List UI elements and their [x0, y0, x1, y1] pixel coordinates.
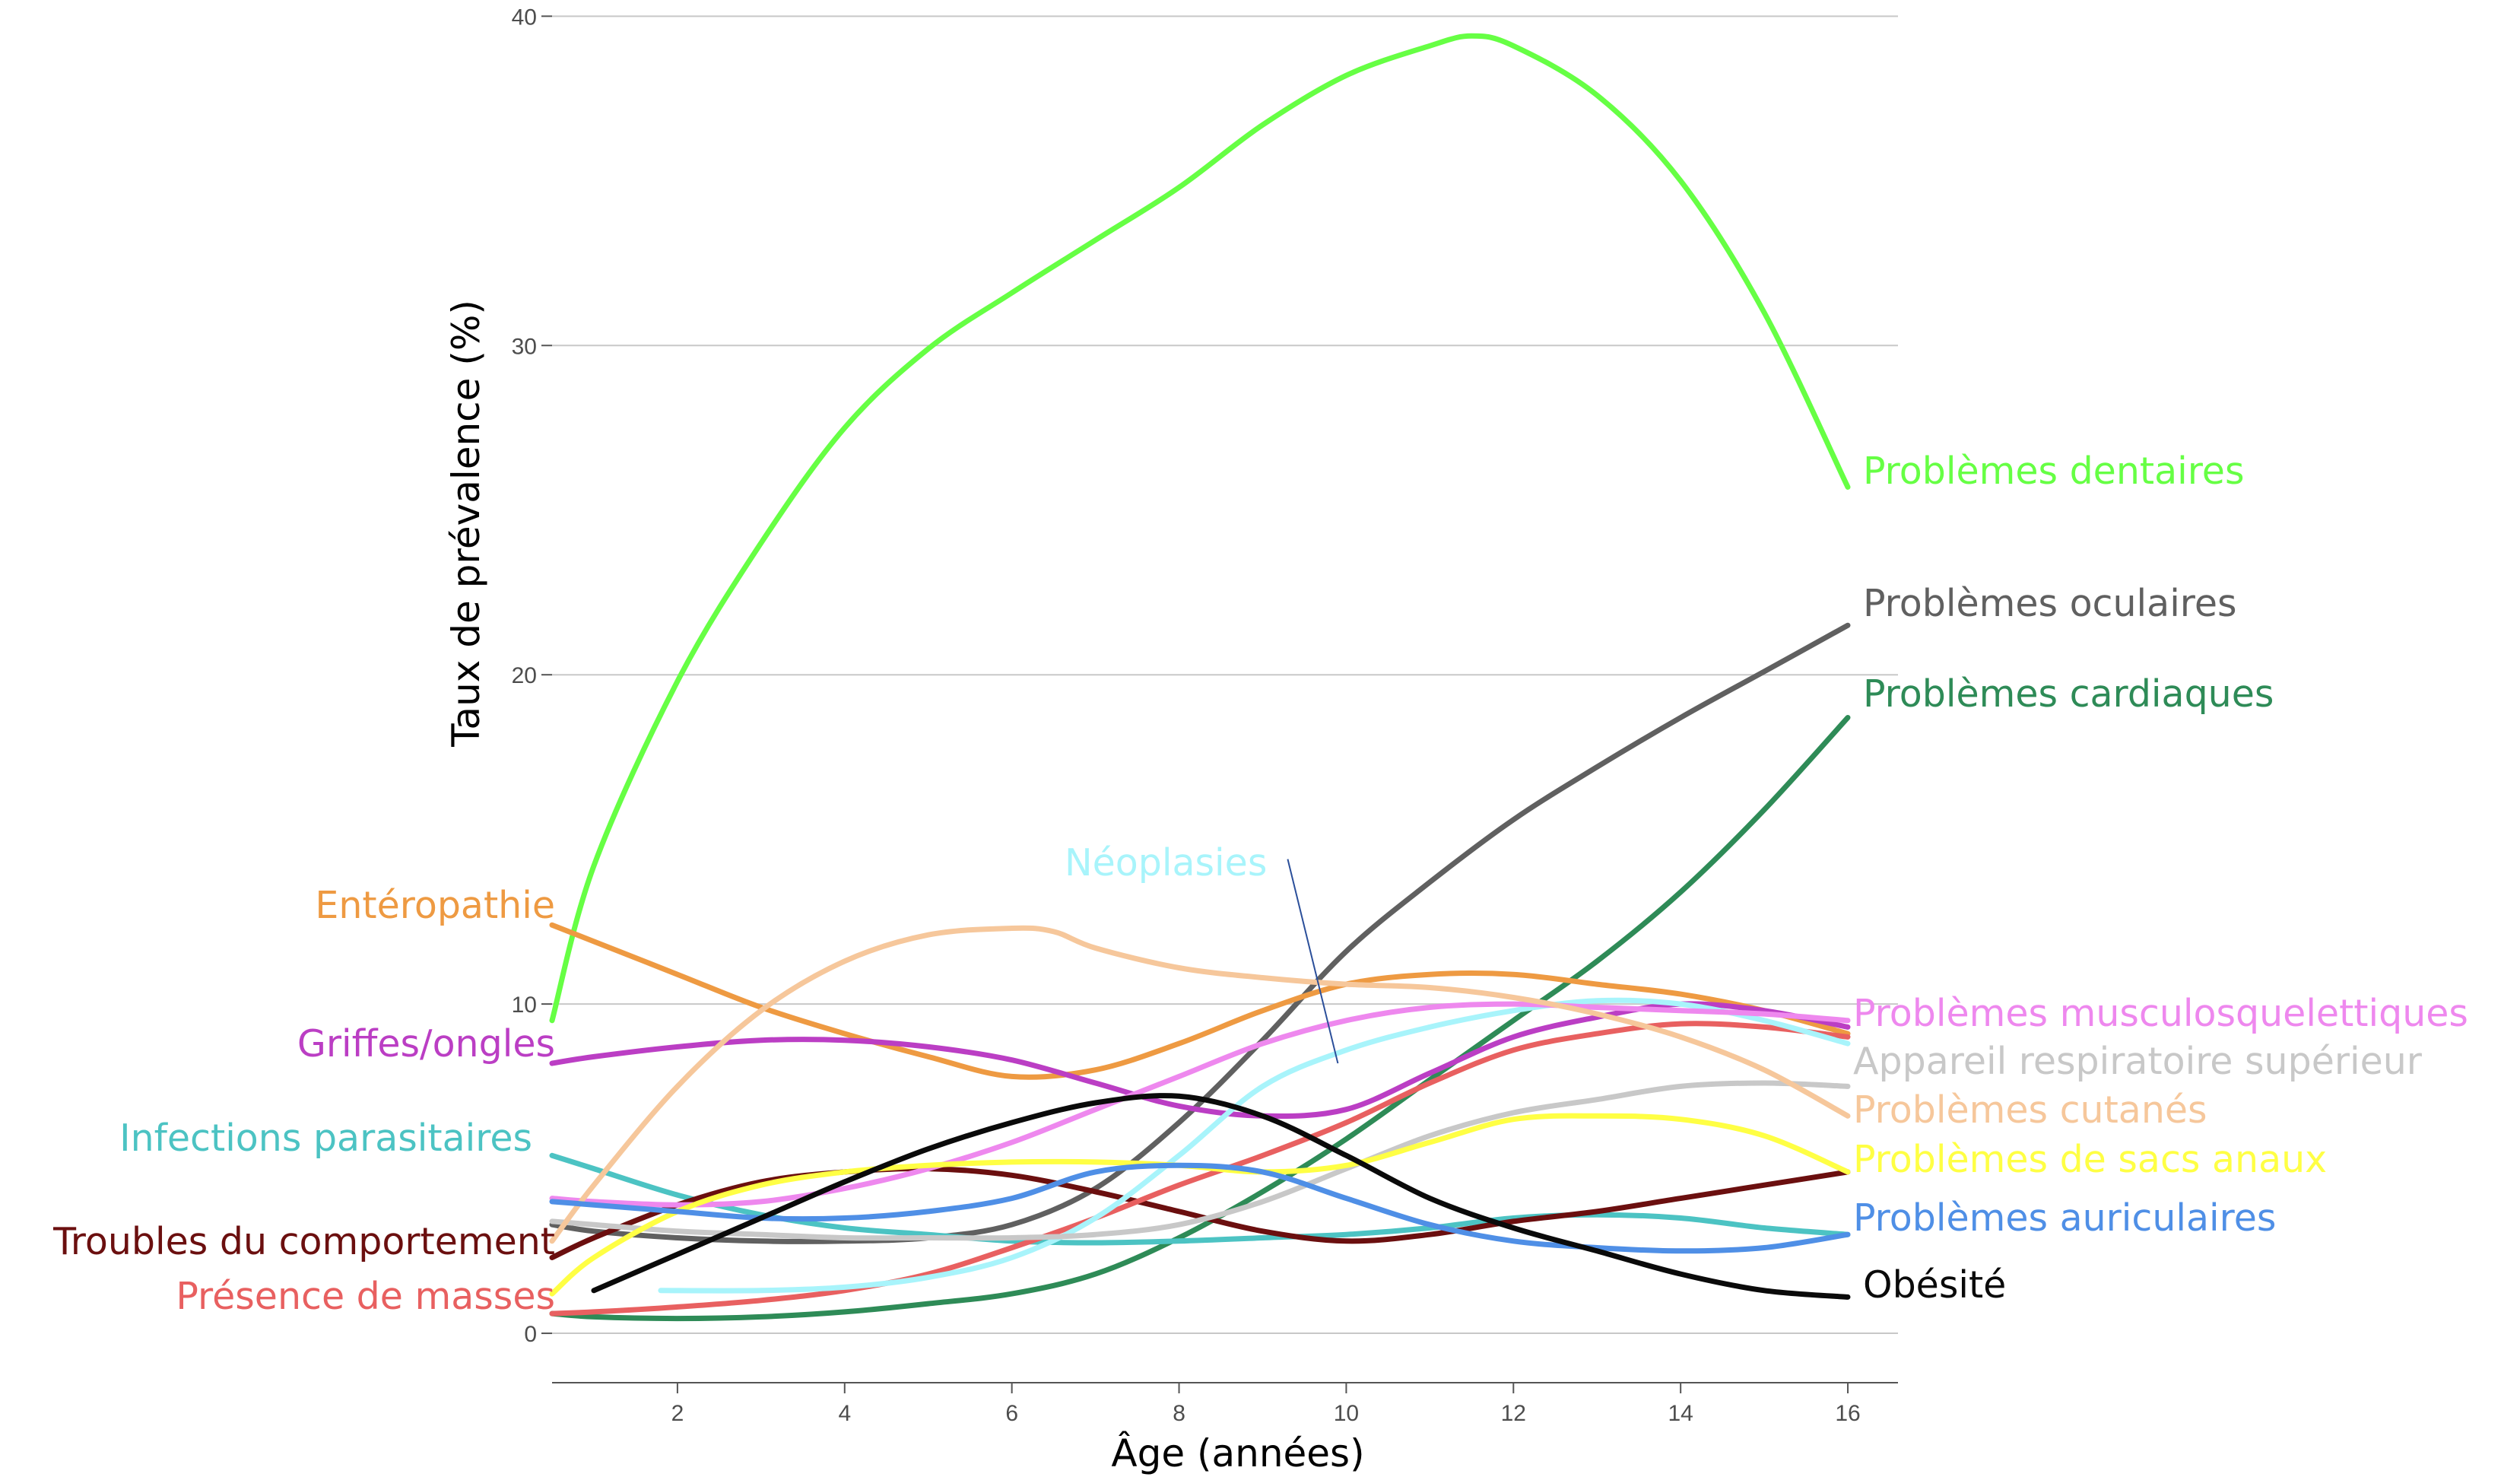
x-tick-label: 12 [1501, 1401, 1526, 1426]
series-label-infections-parasitaires: Infections parasitaires [119, 1116, 532, 1160]
x-tick-label: 14 [1668, 1401, 1693, 1426]
x-tick-label: 4 [838, 1401, 851, 1426]
series-line-troubles-du-comportement [549, 1165, 1851, 1260]
series-label-obesite: Obésité [1863, 1263, 2006, 1307]
series-line-obesite [591, 1093, 1851, 1300]
series-label-presence-de-masses: Présence de masses [176, 1275, 555, 1318]
gridlines [552, 15, 1898, 1335]
series-label-problemes-dentaires: Problèmes dentaires [1863, 449, 2244, 493]
x-tick-label: 2 [671, 1401, 684, 1426]
y-tick-label: 10 [512, 993, 537, 1018]
series-label-problemes-de-sacs-anaux: Problèmes de sacs anaux [1853, 1138, 2327, 1181]
series-lines [549, 33, 1851, 1322]
y-tick-label: 40 [512, 5, 537, 30]
series-labels: Problèmes dentaires Problèmes oculaires Pr… [52, 449, 2468, 1318]
series-label-troubles-du-comportement: Troubles du comportement [52, 1220, 555, 1263]
series-line-problemes-auriculaires [549, 1162, 1851, 1254]
series-line-enteropathie [549, 922, 1851, 1080]
series-line-problemes-musculosquelettiques [549, 1001, 1851, 1208]
series-line-problemes-oculaires [549, 622, 1851, 1244]
series-line-infections-parasitaires [549, 1152, 1851, 1246]
y-tick-label: 30 [512, 334, 537, 359]
series-line-presence-de-masses [549, 1021, 1851, 1317]
series-line-appareil-respiratoire-superieur [549, 1080, 1851, 1241]
series-label-problemes-cardiaques: Problèmes cardiaques [1863, 672, 2274, 716]
series-label-problemes-cutanes: Problèmes cutanés [1853, 1088, 2207, 1132]
y-tick-label: 20 [512, 663, 537, 688]
series-line-griffes-ongles [549, 1001, 1851, 1120]
series-line-problemes-dentaires [549, 33, 1851, 1024]
series-label-appareil-respiratoire-superieur: Appareil respiratoire supérieur [1853, 1040, 2423, 1083]
series-line-problemes-cutanes [549, 925, 1851, 1244]
series-label-problemes-auriculaires: Problèmes auriculaires [1853, 1196, 2276, 1240]
series-label-problemes-oculaires: Problèmes oculaires [1863, 582, 2237, 625]
series-label-problemes-musculosquelettiques: Problèmes musculosquelettiques [1853, 992, 2468, 1035]
x-tick-label: 10 [1334, 1401, 1359, 1426]
series-label-enteropathie: Entéropathie [315, 884, 555, 927]
axes: 0 10 20 30 40 2 4 6 8 10 12 14 16 [512, 5, 1898, 1426]
y-axis-title: Taux de prévalence (%) [444, 300, 488, 748]
x-axis-title: Âge (années) [1111, 1431, 1364, 1475]
x-tick-label: 6 [1005, 1401, 1018, 1426]
callout-line-neoplasies [1287, 859, 1339, 1064]
series-line-neoplasies [658, 997, 1851, 1294]
x-tick-label: 8 [1173, 1401, 1185, 1426]
x-tick-label: 16 [1835, 1401, 1860, 1426]
series-label-griffes-ongles: Griffes/ongles [297, 1022, 555, 1066]
y-tick-label: 0 [524, 1322, 537, 1347]
series-label-neoplasies: Néoplasies [1065, 841, 1267, 885]
